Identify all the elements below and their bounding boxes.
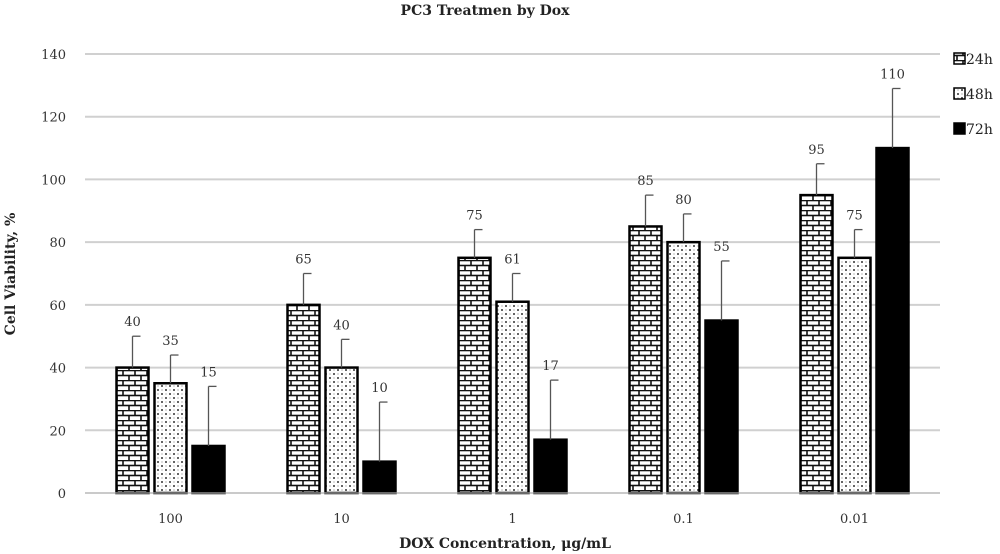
bar-48h-0.1 (666, 240, 701, 495)
legend-label-72h: 72h (966, 122, 993, 138)
bar-24h-1 (457, 256, 492, 495)
data-label: 65 (295, 253, 312, 268)
chart-title: PC3 Treatmen by Dox (401, 3, 571, 19)
data-label: 55 (713, 240, 730, 255)
bar-48h-10 (324, 366, 359, 495)
bar-48h-1 (495, 300, 530, 495)
y-axis-ticks: 0 20 40 60 80 100 120 140 (41, 48, 66, 502)
bar-48h-100 (153, 382, 188, 495)
x-tick-label: 1 (508, 512, 516, 527)
x-tick-label: 10 (333, 512, 350, 527)
legend-swatch-48h (953, 87, 966, 100)
data-labels: 40 35 15 65 40 10 75 61 17 85 80 55 95 75 110 (124, 67, 905, 396)
data-label: 17 (542, 359, 559, 374)
data-label: 35 (162, 334, 179, 349)
data-label: 85 (637, 174, 654, 189)
data-label: 10 (371, 381, 388, 396)
y-tick-label: 100 (41, 173, 66, 188)
error-bars (131, 87, 901, 462)
y-tick-label: 140 (41, 48, 66, 63)
legend-label-48h: 48h (966, 87, 993, 103)
y-axis-title: Cell Viability, % (3, 213, 19, 336)
data-label: 75 (466, 209, 483, 224)
y-tick-label: 40 (49, 362, 66, 377)
data-label: 80 (675, 193, 692, 208)
bar-24h-100 (115, 366, 150, 495)
x-axis-title: DOX Concentration, μg/mL (399, 536, 611, 552)
bar-48h-0.01 (837, 256, 872, 495)
bar-72h-10 (362, 460, 397, 495)
data-label: 40 (124, 315, 141, 330)
bar-24h-10 (286, 303, 321, 495)
data-label: 15 (200, 365, 217, 380)
bar-72h-1 (533, 438, 568, 495)
bar-72h-0.1 (704, 319, 739, 495)
bar-72h-0.01 (875, 146, 910, 495)
data-label: 110 (880, 67, 905, 82)
data-label: 61 (504, 253, 521, 268)
y-tick-label: 20 (49, 424, 66, 439)
legend: 24h 48h 72h (953, 52, 993, 138)
y-tick-label: 60 (49, 299, 66, 314)
bar-72h-100 (191, 444, 226, 495)
legend-swatch-24h (953, 52, 966, 65)
data-label: 75 (846, 209, 863, 224)
x-tick-label: 0.1 (673, 512, 694, 527)
x-axis-ticks: 100 10 1 0.1 0.01 (158, 512, 869, 527)
data-label: 95 (808, 143, 825, 158)
bars (115, 146, 910, 495)
y-tick-label: 80 (49, 236, 66, 251)
x-tick-label: 0.01 (840, 512, 869, 527)
bar-24h-0.1 (628, 225, 663, 495)
x-tick-label: 100 (158, 512, 183, 527)
bar-24h-0.01 (799, 193, 834, 495)
data-label: 40 (333, 318, 350, 333)
legend-swatch-72h (953, 122, 966, 135)
legend-label-24h: 24h (966, 52, 993, 68)
y-tick-label: 0 (58, 487, 66, 502)
y-tick-label: 120 (41, 111, 66, 126)
